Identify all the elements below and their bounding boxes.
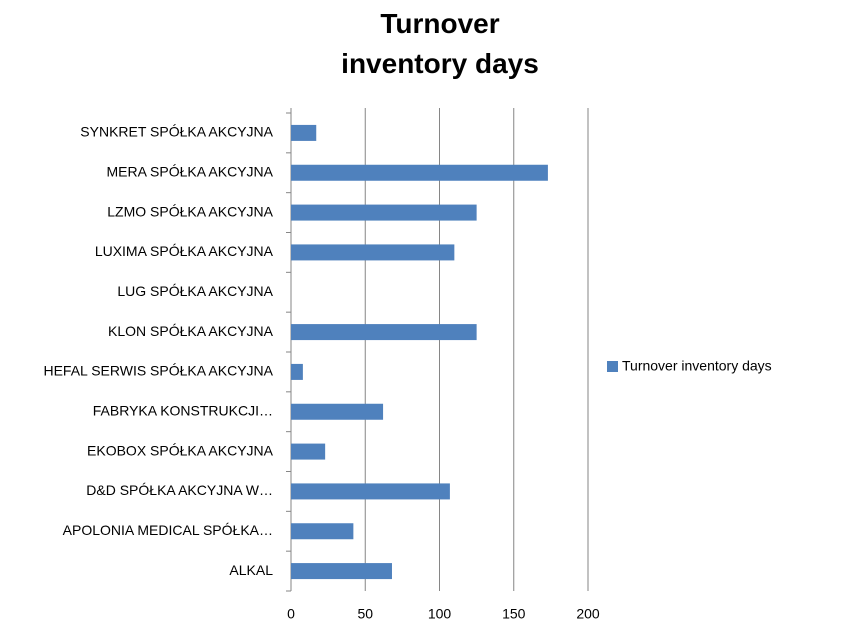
y-tick-label: EKOBOX SPÓŁKA AKCYJNA [87, 442, 274, 458]
x-tick-label: 200 [576, 606, 600, 622]
y-tick-label: APOLONIA MEDICAL SPÓŁKA… [63, 522, 273, 538]
x-tick-label: 50 [357, 606, 373, 622]
bar [291, 483, 450, 500]
y-tick-label: MERA SPÓŁKA AKCYJNA [106, 163, 273, 179]
y-tick-label: SYNKRET SPÓŁKA AKCYJNA [80, 124, 273, 140]
y-tick-label: FABRYKA KONSTRUKCJI… [93, 402, 273, 418]
chart-title: Turnover inventory days [341, 8, 539, 79]
bar [291, 164, 548, 181]
y-tick-label: LUXIMA SPÓŁKA AKCYJNA [95, 243, 274, 259]
y-tick-label: LZMO SPÓŁKA AKCYJNA [107, 203, 273, 219]
bar [291, 124, 317, 141]
x-tick-label: 150 [502, 606, 526, 622]
y-tick-label: D&D SPÓŁKA AKCYJNA W… [86, 482, 273, 498]
legend-swatch [607, 361, 618, 372]
bar [291, 403, 384, 420]
y-tick-label: ALKAL [229, 562, 273, 578]
y-tick-label: KLON SPÓŁKA AKCYJNA [108, 323, 274, 339]
y-tick-label: HEFAL SERWIS SPÓŁKA AKCYJNA [43, 363, 273, 379]
x-tick-label: 100 [428, 606, 452, 622]
bar [291, 204, 477, 221]
legend-label: Turnover inventory days [622, 358, 772, 374]
bar [291, 324, 477, 341]
bar [291, 563, 392, 580]
bar [291, 523, 354, 540]
bar [291, 443, 326, 460]
x-tick-label: 0 [287, 606, 295, 622]
bar [291, 244, 455, 261]
bar [291, 363, 303, 380]
y-tick-label: LUG SPÓŁKA AKCYJNA [117, 283, 273, 299]
